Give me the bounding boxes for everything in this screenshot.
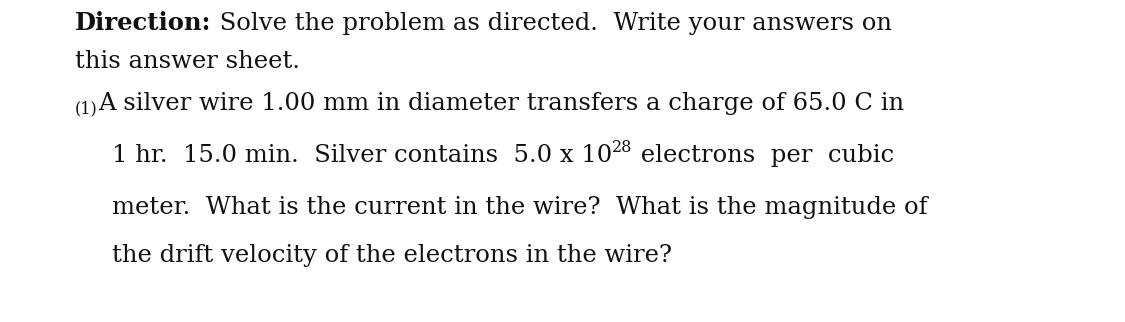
Text: electrons  per  cubic: electrons per cubic <box>632 144 893 167</box>
Text: this answer sheet.: this answer sheet. <box>75 50 300 73</box>
Text: the drift velocity of the electrons in the wire?: the drift velocity of the electrons in t… <box>112 244 672 267</box>
Text: 1 hr.  15.0 min.  Silver contains  5.0 x 10: 1 hr. 15.0 min. Silver contains 5.0 x 10 <box>112 144 612 167</box>
Text: A silver wire 1.00 mm in diameter transfers a charge of 65.0 C in: A silver wire 1.00 mm in diameter transf… <box>98 92 903 115</box>
Text: Direction:: Direction: <box>75 11 212 35</box>
Text: (1): (1) <box>75 100 98 117</box>
Text: Solve the problem as directed.  Write your answers on: Solve the problem as directed. Write you… <box>212 12 891 35</box>
Text: meter.  What is the current in the wire?  What is the magnitude of: meter. What is the current in the wire? … <box>112 196 927 219</box>
Text: 28: 28 <box>612 139 632 156</box>
